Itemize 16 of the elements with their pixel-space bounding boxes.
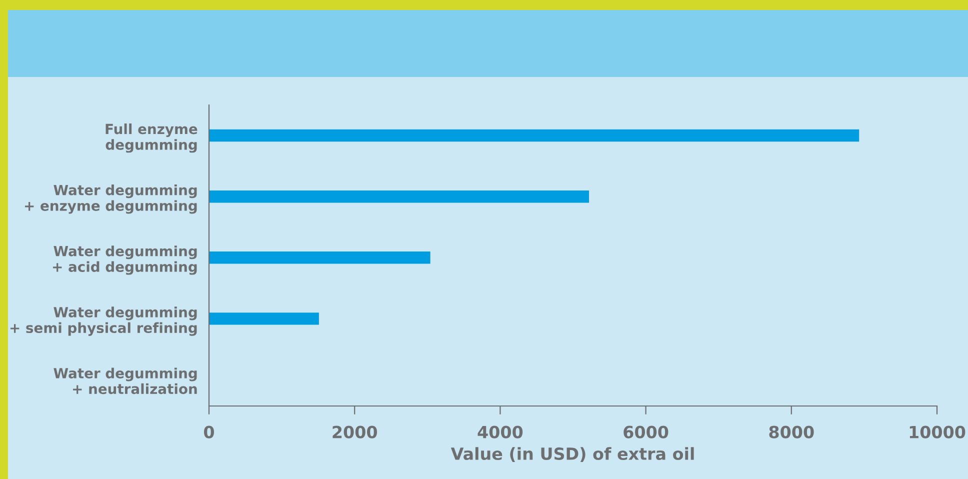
x-tick-label: 6000 (624, 426, 668, 438)
y-tick-label: Water degumming + semi physical refining (10, 306, 197, 336)
x-axis-title: Value (in USD) of extra oil (450, 447, 694, 462)
y-tick-label: Water degumming + acid degumming (53, 246, 197, 275)
x-tick-label: 8000 (769, 426, 814, 438)
bar (209, 252, 430, 264)
y-tick-label: Full enzyme degumming (106, 123, 198, 153)
x-tick-label: 4000 (478, 426, 523, 438)
bar (209, 129, 860, 142)
y-tick-label: Water degumming + enzyme degumming (24, 184, 197, 214)
y-tick-label: Water degumming + neutralization (54, 368, 197, 394)
bar (209, 312, 319, 325)
x-tick-label: 10000 (910, 426, 966, 438)
bar (209, 190, 590, 203)
x-tick-label: 2000 (332, 426, 377, 438)
x-tick-label: 0 (204, 426, 214, 438)
